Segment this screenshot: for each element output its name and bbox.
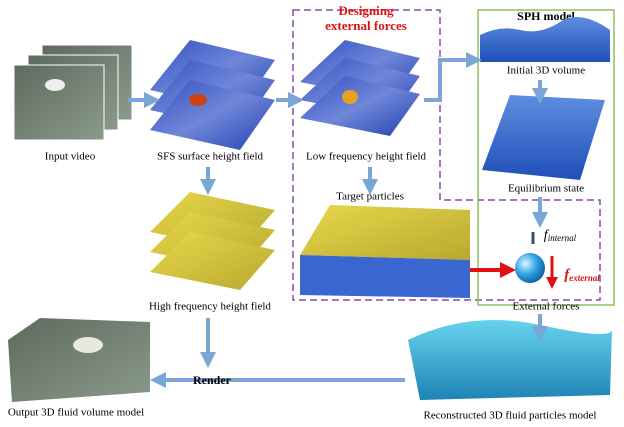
node-label: Output 3D fluid volume model: [8, 407, 144, 419]
sfs-image: [150, 40, 275, 150]
initial-volume-image: [480, 17, 610, 62]
equilibrium-image: [482, 95, 605, 180]
node-label: Reconstructed 3D fluid particles model: [424, 410, 597, 422]
output-foam: [73, 337, 103, 353]
f-subscript: external: [569, 273, 600, 283]
f-subscript: internal: [548, 233, 577, 243]
node-label: Target particles: [336, 191, 404, 203]
node-label: High frequency height field: [149, 301, 271, 313]
reconstructed-image: [408, 320, 612, 400]
input-video-image: [14, 45, 132, 140]
particle-ball: [515, 253, 545, 283]
arrow: [424, 60, 474, 100]
node-label: Low frequency height field: [306, 151, 427, 163]
design-title: external forces: [325, 18, 407, 33]
high-frequency-image: [150, 192, 275, 290]
node-label: SFS surface height field: [157, 151, 264, 163]
design-title: Designing: [339, 3, 394, 18]
node-label: External forces: [513, 301, 580, 313]
target-particles-image: [300, 205, 470, 298]
edge-label: Render: [193, 373, 232, 387]
node-label: Input video: [45, 151, 96, 163]
node-label: Initial 3D volume: [507, 65, 585, 77]
node-label: Equilibrium state: [508, 183, 584, 195]
f-external: fexternal: [564, 267, 600, 283]
diagram: Designing external forces SPH model fint…: [0, 0, 624, 427]
output-image: [8, 318, 150, 402]
low-frequency-image: [300, 40, 420, 136]
f-internal: finternal: [544, 228, 577, 243]
